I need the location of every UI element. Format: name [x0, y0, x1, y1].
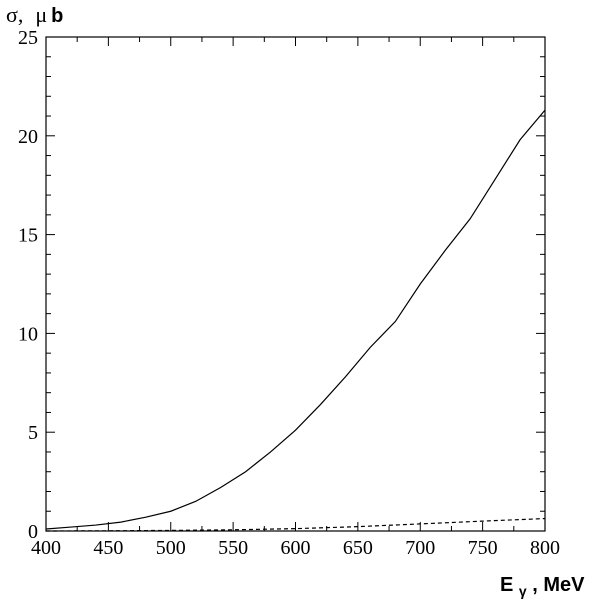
- x-tick-label-550: 550: [218, 537, 248, 559]
- x-axis-label: E γ , MeV: [500, 574, 585, 601]
- x-tick-label-500: 500: [156, 537, 186, 559]
- x-tick-label-750: 750: [468, 537, 498, 559]
- y-tick-label-5: 5: [28, 422, 38, 444]
- series-line-dashed: [45, 517, 546, 532]
- x-tick-label-600: 600: [281, 537, 311, 559]
- series: [45, 109, 546, 532]
- x-tick-label-400: 400: [31, 537, 61, 559]
- series-line-solid: [45, 109, 546, 530]
- ticks: [45, 36, 546, 532]
- y-axis-label: σ, μ b: [6, 2, 63, 27]
- y-tick-label-15: 15: [18, 225, 38, 247]
- x-tick-label-450: 450: [93, 537, 123, 559]
- x-tick-label-700: 700: [405, 537, 435, 559]
- x-tick-label-650: 650: [343, 537, 373, 559]
- y-tick-label-0: 0: [28, 521, 38, 543]
- y-tick-label-10: 10: [18, 323, 38, 345]
- y-tick-label-25: 25: [18, 27, 38, 49]
- x-tick-label-800: 800: [530, 537, 560, 559]
- plot-frame: [45, 36, 546, 532]
- tick-labels: 400 450 500 550 600 650 700 750 800 0 5 10 15 20 25: [18, 27, 560, 559]
- y-tick-label-20: 20: [18, 126, 38, 148]
